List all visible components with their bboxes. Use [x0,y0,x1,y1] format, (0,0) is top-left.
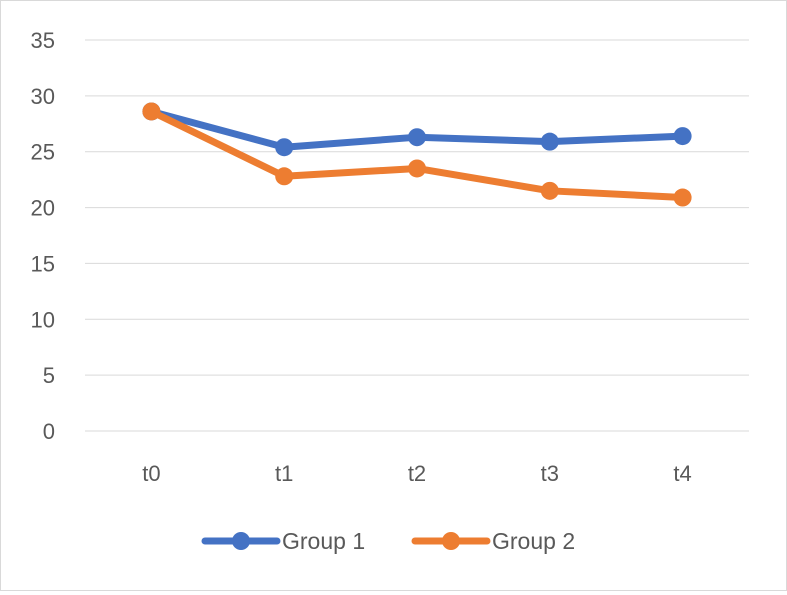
y-tick-label: 20 [31,196,55,221]
legend-label: Group 2 [492,528,575,554]
series-lines [142,102,692,207]
data-point [408,159,426,178]
legend-swatch-marker [442,532,460,550]
legend-label: Group 1 [282,528,365,554]
data-point [673,127,692,146]
x-tick-label: t2 [408,461,426,486]
series-line [147,107,687,202]
x-tick-label: t3 [541,461,559,486]
legend-item: Group 1 [201,528,365,554]
y-axis-tick-labels: 0 5 10 15 20 25 30 35 [31,28,55,444]
y-tick-label: 5 [43,363,55,388]
series-2 [142,102,692,207]
x-tick-label: t0 [142,461,160,486]
gridlines [85,39,749,432]
y-tick-label: 25 [31,140,55,165]
data-point [408,128,426,147]
x-axis-tick-labels: t0 t1 t2 t3 t4 [142,461,692,486]
y-tick-label: 10 [31,307,55,332]
y-tick-label: 35 [31,28,55,53]
data-point [275,167,294,186]
data-point [142,102,161,121]
y-tick-label: 30 [31,84,55,109]
legend-item: Group 2 [411,528,575,554]
y-tick-label: 0 [43,419,55,444]
legend: Group 1 Group 2 [201,528,575,554]
data-point [673,188,692,207]
x-tick-label: t1 [275,461,293,486]
data-point [540,181,559,200]
data-point [540,132,559,151]
legend-swatch-marker [232,532,250,550]
y-tick-label: 15 [31,251,55,276]
x-tick-label: t4 [673,461,691,486]
data-point [275,138,294,157]
